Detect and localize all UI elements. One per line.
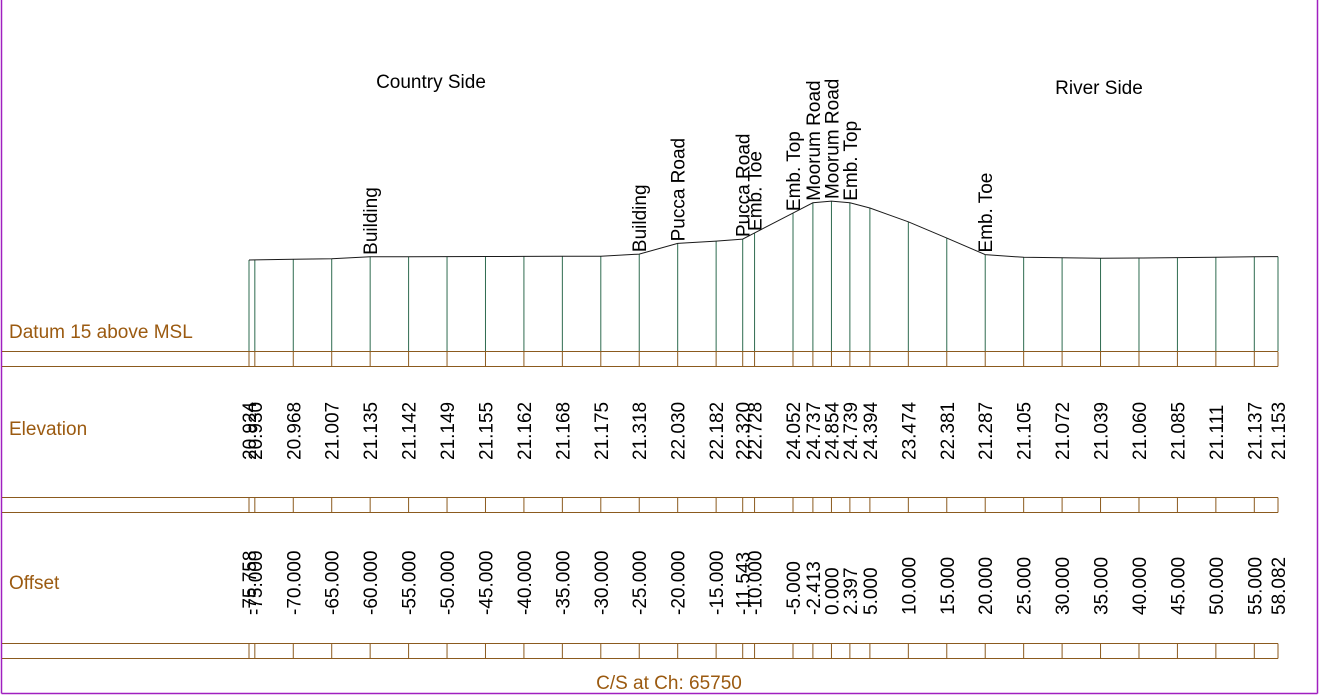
- footer-chainage-label: C/S at Ch: 65750: [596, 673, 742, 694]
- station-verticals: [248, 201, 1279, 351]
- ground-profile: [248, 200, 1279, 261]
- elevation-value: 21.287: [976, 402, 997, 460]
- ground-profile-line: [248, 200, 1279, 261]
- feature-label: Emb. Toe: [746, 151, 767, 231]
- offset-value: -5.000: [784, 561, 805, 615]
- feature-label: Emb. Top: [784, 131, 805, 211]
- elevation-value: 21.175: [592, 402, 613, 460]
- elevation-value: 21.105: [1015, 402, 1036, 460]
- offset-value: 25.000: [1015, 557, 1036, 615]
- offset-value: 45.000: [1168, 557, 1189, 615]
- offset-value: -60.000: [361, 551, 382, 615]
- offset-value: -20.000: [669, 551, 690, 615]
- offset-value: 0.000: [822, 567, 843, 615]
- offset-value: -50.000: [438, 551, 459, 615]
- offset-value: -2.413: [804, 561, 825, 615]
- elevation-value: 21.135: [361, 402, 382, 460]
- offset-value: -65.000: [323, 551, 344, 615]
- offset-value: 15.000: [938, 557, 959, 615]
- elevation-value: 21.155: [476, 402, 497, 460]
- elevation-value: 21.072: [1053, 402, 1074, 460]
- feature-label: Moorum Road: [804, 80, 825, 200]
- offset-value: -75.758: [240, 551, 261, 615]
- elevation-value: 21.111: [1207, 405, 1228, 460]
- offset-value: -25.000: [630, 551, 651, 615]
- elevation-value: 24.737: [804, 402, 825, 460]
- elevation-value: 22.728: [746, 402, 767, 460]
- offset-value: 20.000: [976, 557, 997, 615]
- elevation-value: 22.381: [938, 402, 959, 460]
- offset-value: 55.000: [1245, 557, 1266, 615]
- elevation-value: 21.153: [1269, 402, 1290, 460]
- offset-value: 30.000: [1053, 557, 1074, 615]
- feature-labels: Building Building Pucca Road Pucca RoadEmb.…: [361, 79, 997, 255]
- table-bands: [2, 351, 1279, 659]
- offset-value: -55.000: [400, 551, 421, 615]
- offset-value: -75.000: [246, 551, 267, 615]
- elevation-value: 21.007: [323, 402, 344, 460]
- feature-label: Building: [361, 187, 382, 255]
- elevation-value: 22.320: [734, 402, 755, 460]
- offset-row-label: Offset: [9, 573, 60, 594]
- elevation-value: 24.394: [861, 401, 882, 460]
- elevation-row-label: Elevation: [9, 419, 87, 440]
- elevation-value: 20.968: [284, 402, 305, 460]
- offset-value: 10.000: [899, 557, 920, 615]
- offset-value: -35.000: [553, 551, 574, 615]
- river-side-label: River Side: [1055, 78, 1143, 99]
- offset-value: -40.000: [515, 551, 536, 615]
- feature-label: Pucca Road: [669, 138, 690, 242]
- feature-label: Moorum Road: [822, 79, 843, 199]
- datum-label: Datum 15 above MSL: [9, 322, 193, 343]
- offset-value: -30.000: [592, 551, 613, 615]
- country-side-label: Country Side: [376, 72, 486, 93]
- elevation-value: 20.930: [246, 402, 267, 460]
- elevation-value: 21.039: [1092, 402, 1113, 460]
- offset-value: 35.000: [1092, 557, 1113, 615]
- elevation-value: 22.030: [669, 402, 690, 460]
- offset-value: -70.000: [284, 551, 305, 615]
- offset-value: -45.000: [476, 551, 497, 615]
- offset-value: -10.000: [746, 551, 767, 615]
- elevation-value: 23.474: [899, 401, 920, 460]
- offset-value: -15.000: [707, 551, 728, 615]
- elevation-value: 22.182: [707, 402, 728, 460]
- elevation-value: 21.168: [553, 402, 574, 460]
- feature-label: Pucca Road: [734, 134, 755, 238]
- elevation-value: 20.924: [240, 401, 261, 460]
- offset-value: 40.000: [1130, 557, 1151, 615]
- feature-label: Building: [630, 184, 651, 252]
- feature-label: Emb. Top: [841, 121, 862, 201]
- elevation-value: 21.137: [1245, 402, 1266, 460]
- elevation-value: 24.854: [822, 401, 843, 460]
- offset-value: -11.543: [734, 552, 755, 615]
- band-ticks: [248, 351, 1279, 659]
- elevation-value: 21.149: [438, 402, 459, 460]
- offset-value: 2.397: [841, 567, 862, 615]
- feature-label: Emb. Toe: [976, 173, 997, 253]
- elevation-value: 21.162: [515, 402, 536, 460]
- offset-value: 58.082: [1269, 557, 1290, 615]
- elevation-value: 24.739: [841, 402, 862, 460]
- offset-values: -75.758-75.000 -70.000 -65.000 -60.000 -55.0…: [240, 551, 1290, 615]
- elevation-value: 24.052: [784, 402, 805, 460]
- elevation-value: 21.318: [630, 402, 651, 460]
- elevation-value: 21.142: [400, 402, 421, 460]
- elevation-value: 21.085: [1168, 402, 1189, 460]
- offset-value: 50.000: [1207, 557, 1228, 615]
- elevation-value: 21.060: [1130, 402, 1151, 460]
- offset-value: 5.000: [861, 567, 882, 615]
